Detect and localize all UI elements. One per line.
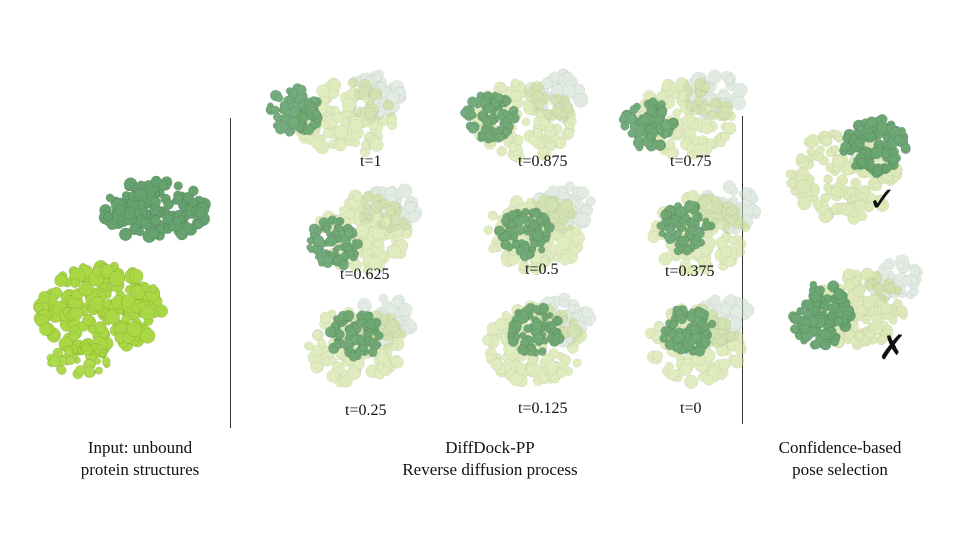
right-divider (742, 116, 743, 424)
process-caption-line-2: Reverse diffusion process (402, 460, 578, 479)
reject-cross-icon: ✗ (878, 328, 907, 368)
timestep-label: t=0.5 (525, 261, 559, 278)
timestep-label: t=0.25 (345, 402, 387, 419)
process-caption: DiffDock-PP Reverse diffusion process (340, 437, 640, 481)
rejected-pose (787, 254, 924, 351)
diffusion-frame (647, 180, 762, 277)
accepted-pose (785, 114, 911, 225)
left-divider (230, 118, 231, 428)
accept-check-icon: ✓ (868, 180, 897, 220)
timestep-label: t=0.875 (518, 153, 568, 170)
timestep-label: t=0.375 (665, 263, 715, 280)
timestep-label: t=0 (680, 400, 702, 417)
process-caption-line-1: DiffDock-PP (445, 438, 535, 457)
diffusion-frame (618, 69, 748, 160)
input-receptor-protein (33, 260, 169, 380)
diffusion-frame (304, 293, 418, 388)
selection-caption-line-1: Confidence-based (778, 438, 902, 457)
input-caption: Input: unbound protein structures (40, 437, 240, 481)
timestep-label: t=1 (360, 153, 382, 170)
diffusion-frame (306, 183, 423, 276)
selection-caption-line-2: pose selection (792, 460, 888, 479)
diffusion-frame (483, 181, 596, 276)
diffusion-frame (645, 294, 755, 390)
selection-caption: Confidence-based pose selection (740, 437, 940, 481)
diffusion-frame (482, 292, 597, 388)
input-caption-line-1: Input: unbound (87, 438, 193, 457)
input-caption-line-2: protein structures (80, 460, 200, 479)
timestep-label: t=0.125 (518, 400, 568, 417)
diffusion-frame (460, 68, 589, 164)
diffusion-frame (265, 69, 407, 157)
input-ligand-protein (98, 175, 211, 243)
timestep-label: t=0.625 (340, 266, 390, 283)
timestep-label: t=0.75 (670, 153, 712, 170)
